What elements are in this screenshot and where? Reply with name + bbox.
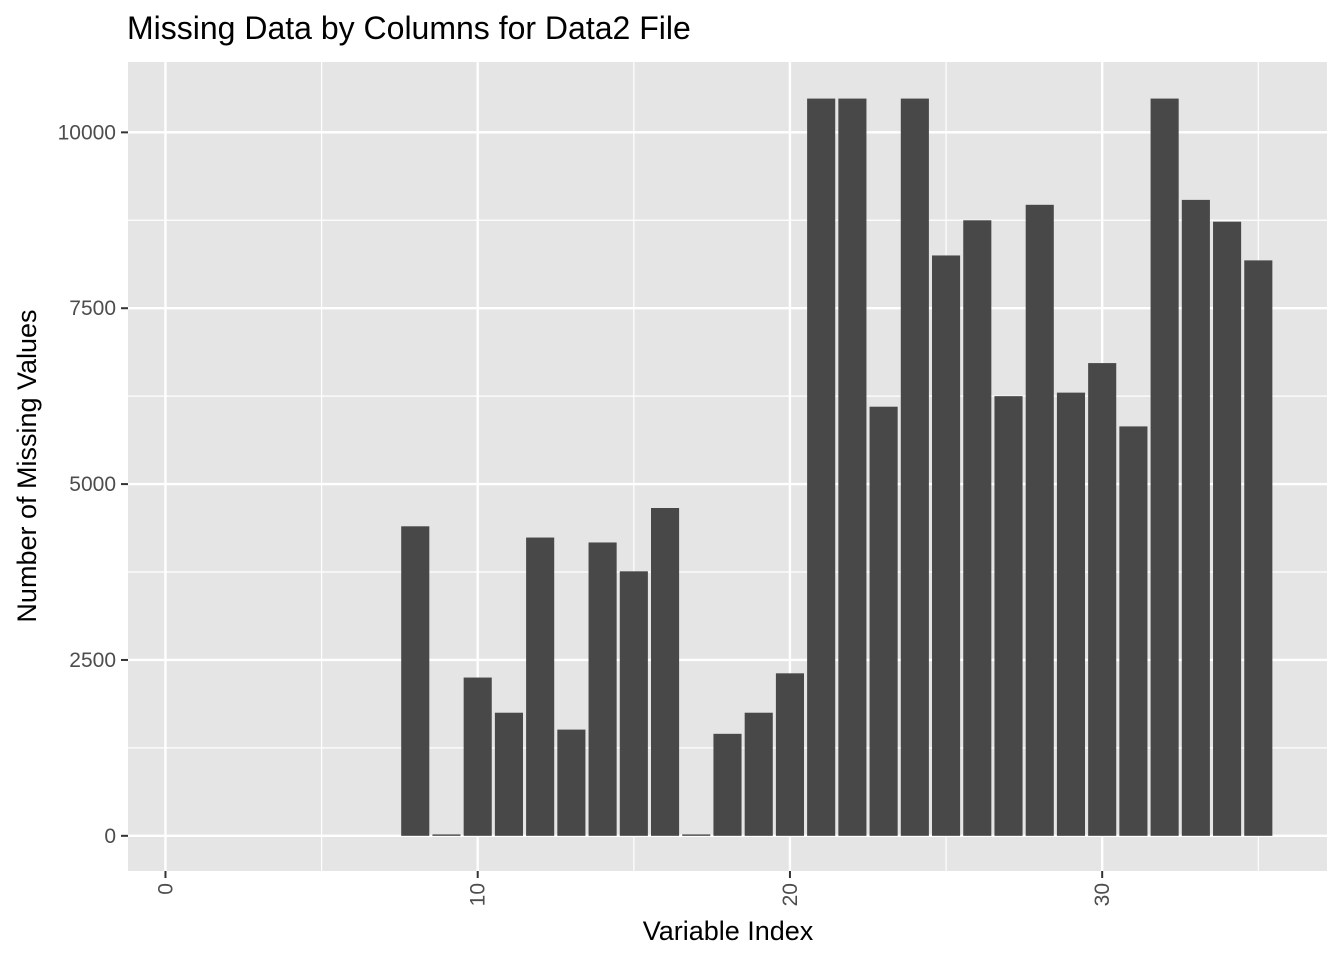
bar [432,834,461,836]
bar [494,712,523,836]
bar [1213,221,1242,836]
x-tick-label: 20 [779,883,802,906]
y-tick-label: 10000 [58,121,116,144]
bar [963,220,992,836]
bar [651,508,680,836]
bar [994,396,1023,836]
y-tick-label: 0 [104,825,116,848]
bar [744,712,773,836]
chart-title: Missing Data by Columns for Data2 File [127,10,691,46]
bar [463,677,492,836]
bar [1056,392,1086,836]
y-axis-title: Number of Missing Values [12,309,42,622]
y-axis: 0 2500 5000 7500 10000 [58,121,128,848]
bar [619,571,648,836]
bar [682,834,711,836]
bar [1025,204,1054,836]
bar [932,255,961,836]
x-tick-label: 0 [154,883,177,895]
bar [401,526,430,836]
bar [807,98,836,836]
y-tick-label: 7500 [69,297,116,320]
bar [869,406,898,836]
x-tick-label: 30 [1091,883,1114,906]
bar [557,729,586,836]
bar [1150,98,1179,836]
x-tick-label: 10 [467,883,490,906]
bars [401,98,1273,836]
y-tick-label: 5000 [69,473,116,496]
bar [1181,199,1210,836]
bar [838,98,867,836]
bar [900,98,929,836]
bar [775,673,804,836]
bar [526,537,555,836]
bar [713,733,742,836]
bar [588,542,617,836]
bar [1119,426,1148,836]
bar [1088,363,1117,836]
bar [1244,260,1273,836]
x-axis-title: Variable Index [643,916,814,946]
x-axis: 0 10 20 30 [154,871,1114,906]
y-tick-label: 2500 [69,649,116,672]
